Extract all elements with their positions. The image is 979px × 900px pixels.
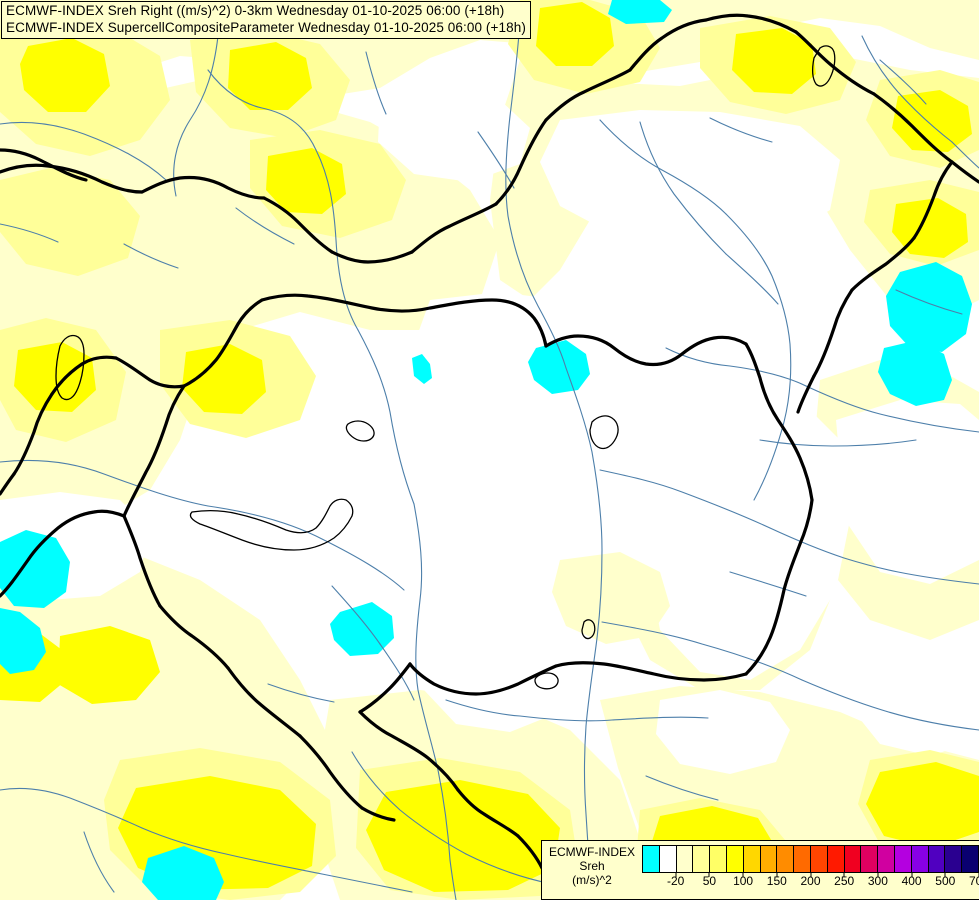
colorbar-tick-label: 50 [702,874,717,888]
colorbar-tick-label: 200 [800,874,821,888]
colorbar-swatch-pale-yellow [676,846,694,872]
river-network [0,19,979,900]
colorbar-swatch-yellow-2 [710,846,727,872]
colorbar-tickmark [742,872,744,877]
colorbar-tick-label: 150 [766,874,787,888]
colorbar-swatch-white [659,846,677,872]
colorbar-swatch-orange-red-1 [794,846,811,872]
legend-title-block: ECMWF-INDEX Sreh (m/s)^2 [542,841,642,887]
colorbar-legend: ECMWF-INDEX Sreh (m/s)^2 -20 50 100 150 200 2… [541,840,979,900]
colorbar-swatch-magenta [878,846,895,872]
map-title-box: ECMWF-INDEX Sreh Right ((m/s)^2) 0-3km W… [1,1,531,39]
colorbar-tickmark [877,872,879,877]
colorbar-swatch-dark-orange [777,846,795,872]
legend-title-model: ECMWF-INDEX [549,845,635,859]
colorbar-tick-label: 100 [733,874,754,888]
colorbar-swatch-deep-violet [928,846,946,872]
colorbar-swatch-yellow [726,846,744,872]
colorbar-tickmark [843,872,845,877]
colorbar-swatches [642,845,979,873]
colorbar-swatch-light-yellow [693,846,711,872]
legend-scale: -20 50 100 150 200 250 300 400 500 700 [642,841,979,894]
colorbar-swatch-red-2 [844,846,862,872]
colorbar-tick-label: 300 [867,874,888,888]
colorbar-tickmark [708,872,710,877]
lake-outlines [55,45,836,690]
colorbar-swatch-red-1 [827,846,845,872]
colorbar-tickmark [810,872,811,877]
title-line-1: ECMWF-INDEX Sreh Right ((m/s)^2) 0-3km W… [6,3,505,18]
legend-title-units: (m/s)^2 [572,873,612,887]
colorbar-swatch-purple-magenta [894,846,912,872]
colorbar-ticks: -20 50 100 150 200 250 300 400 500 700 [642,872,979,894]
colorbar-swatch-orange-red-2 [810,846,828,872]
legend-title-variable: Sreh [579,859,605,873]
title-line-2: ECMWF-INDEX SupercellCompositeParameter … [6,20,526,35]
colorbar-tick-label: 500 [935,874,956,888]
colorbar-swatch-navy [962,846,978,872]
colorbar-swatch-amber [760,846,778,872]
colorbar-swatch-indigo [945,846,963,872]
colorbar-swatch-crimson [861,846,879,872]
colorbar-tick-label: 250 [834,874,855,888]
colorbar-swatch-violet [911,846,929,872]
colorbar-tick-label: 400 [901,874,922,888]
colorbar-tickmark [776,872,778,877]
colorbar-tickmark [944,872,946,877]
colorbar-swatch-cyan [643,846,660,872]
colorbar-swatch-gold [743,846,761,872]
colorbar-tickmark [675,872,677,877]
colorbar-tickmark [911,872,913,877]
colorbar-tick-label: -20 [667,874,685,888]
country-borders [0,13,979,900]
colorbar-tick-label: 700 [968,874,979,888]
